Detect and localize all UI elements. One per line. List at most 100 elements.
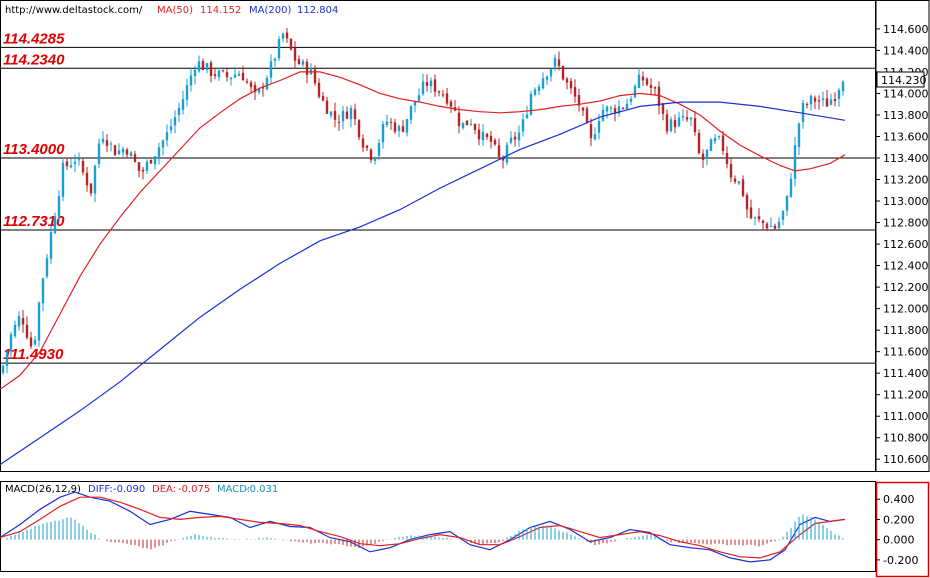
- y-tick-label: 111.000: [883, 410, 929, 423]
- candle-body: [829, 99, 833, 105]
- candle-body: [209, 62, 213, 77]
- macd-panel-frame: [0, 481, 876, 572]
- candle-body: [605, 106, 609, 112]
- candle-body: [189, 75, 193, 86]
- candle-body: [153, 156, 157, 165]
- ma200-legend-label: MA(200): [249, 5, 291, 16]
- ma50-legend-value: 114.152: [200, 5, 241, 16]
- candle-body: [489, 135, 493, 142]
- candle-body: [437, 91, 441, 93]
- candle-body: [21, 318, 25, 325]
- candle-body: [713, 138, 717, 142]
- candle-body: [125, 149, 129, 155]
- y-tick-label: 113.200: [883, 174, 929, 187]
- y-tick-label: 113.800: [883, 109, 929, 122]
- candle-body: [533, 89, 537, 95]
- macd-tick-label: 0.200: [883, 513, 915, 526]
- candle-body: [89, 183, 93, 194]
- candle-body: [265, 78, 269, 90]
- candle-body: [797, 123, 801, 148]
- candle-body: [353, 109, 357, 120]
- candle-body: [281, 33, 285, 39]
- candle-body: [749, 207, 753, 219]
- candle-body: [817, 100, 821, 102]
- candle-body: [501, 157, 505, 161]
- candle-body: [765, 223, 769, 229]
- candle-body: [485, 133, 489, 138]
- candle-body: [441, 94, 445, 96]
- candle-body: [17, 316, 21, 327]
- y-tick-label: 112.400: [883, 260, 929, 273]
- site-label: http://www.deltastock.com/: [5, 5, 143, 16]
- candle-body: [77, 158, 81, 161]
- candle-body: [401, 126, 405, 132]
- candle-body: [121, 148, 125, 153]
- candle-body: [253, 84, 257, 93]
- macd-tick-label: -0.200: [883, 554, 918, 567]
- candle-body: [145, 161, 149, 171]
- y-tick-label: 110.800: [883, 432, 929, 445]
- candle-body: [369, 149, 373, 161]
- candle-body: [833, 99, 837, 101]
- candle-body: [625, 103, 629, 110]
- candle-body: [513, 136, 517, 140]
- candle-body: [561, 65, 565, 80]
- candle-body: [397, 126, 401, 132]
- candle-body: [73, 161, 77, 165]
- candle-body: [25, 324, 29, 338]
- candle-body: [469, 123, 473, 125]
- candle-body: [129, 152, 133, 157]
- candle-body: [661, 104, 665, 114]
- candle-body: [465, 120, 469, 126]
- macd-dea-line: [0, 496, 846, 559]
- candle-body: [813, 97, 817, 102]
- candle-body: [337, 121, 341, 123]
- y-tick-label: 114.000: [883, 87, 929, 100]
- candle-body: [653, 87, 657, 89]
- candle-body: [101, 138, 105, 143]
- candle-body: [601, 109, 605, 121]
- candle-body: [109, 143, 113, 145]
- candle-body: [345, 111, 349, 119]
- candle-body: [45, 258, 49, 277]
- candle-body: [205, 63, 209, 71]
- ma50-line: [0, 71, 846, 390]
- level-label: 114.2340: [3, 51, 65, 68]
- candle-body: [317, 83, 321, 97]
- candle-body: [821, 98, 825, 100]
- candle-body: [41, 278, 45, 304]
- y-tick-label: 113.000: [883, 195, 929, 208]
- candle-body: [525, 114, 529, 119]
- candle-body: [413, 101, 417, 106]
- candle-body: [241, 72, 245, 81]
- macd-dea-value: -0.075: [178, 484, 210, 495]
- candle-body: [657, 86, 661, 107]
- candle-body: [589, 124, 593, 139]
- candle-body: [393, 122, 397, 132]
- candle-body: [729, 163, 733, 178]
- macd-tick-label: 0.400: [883, 493, 915, 506]
- candle-body: [741, 179, 745, 196]
- candle-body: [597, 120, 601, 133]
- level-label: 113.4000: [3, 141, 65, 158]
- candle-body: [385, 121, 389, 126]
- candle-body: [497, 145, 501, 157]
- candle-body: [457, 112, 461, 126]
- candle-body: [565, 78, 569, 83]
- macd-marks: 0.400 0.200 0.000 -0.200: [2, 493, 918, 567]
- candle-body: [117, 150, 121, 155]
- candle-body: [801, 102, 805, 123]
- candle-body: [53, 216, 57, 234]
- candle-body: [529, 93, 533, 115]
- candle-body: [193, 69, 197, 77]
- candle-body: [161, 140, 165, 148]
- current-price-box: [876, 71, 925, 88]
- level-label: 112.7310: [3, 213, 65, 230]
- y-tick-label: 111.200: [883, 389, 929, 402]
- candle-body: [177, 107, 181, 116]
- candle-body: [321, 96, 325, 101]
- candle-body: [221, 70, 225, 72]
- candle-body: [329, 111, 333, 116]
- candle-body: [641, 76, 645, 81]
